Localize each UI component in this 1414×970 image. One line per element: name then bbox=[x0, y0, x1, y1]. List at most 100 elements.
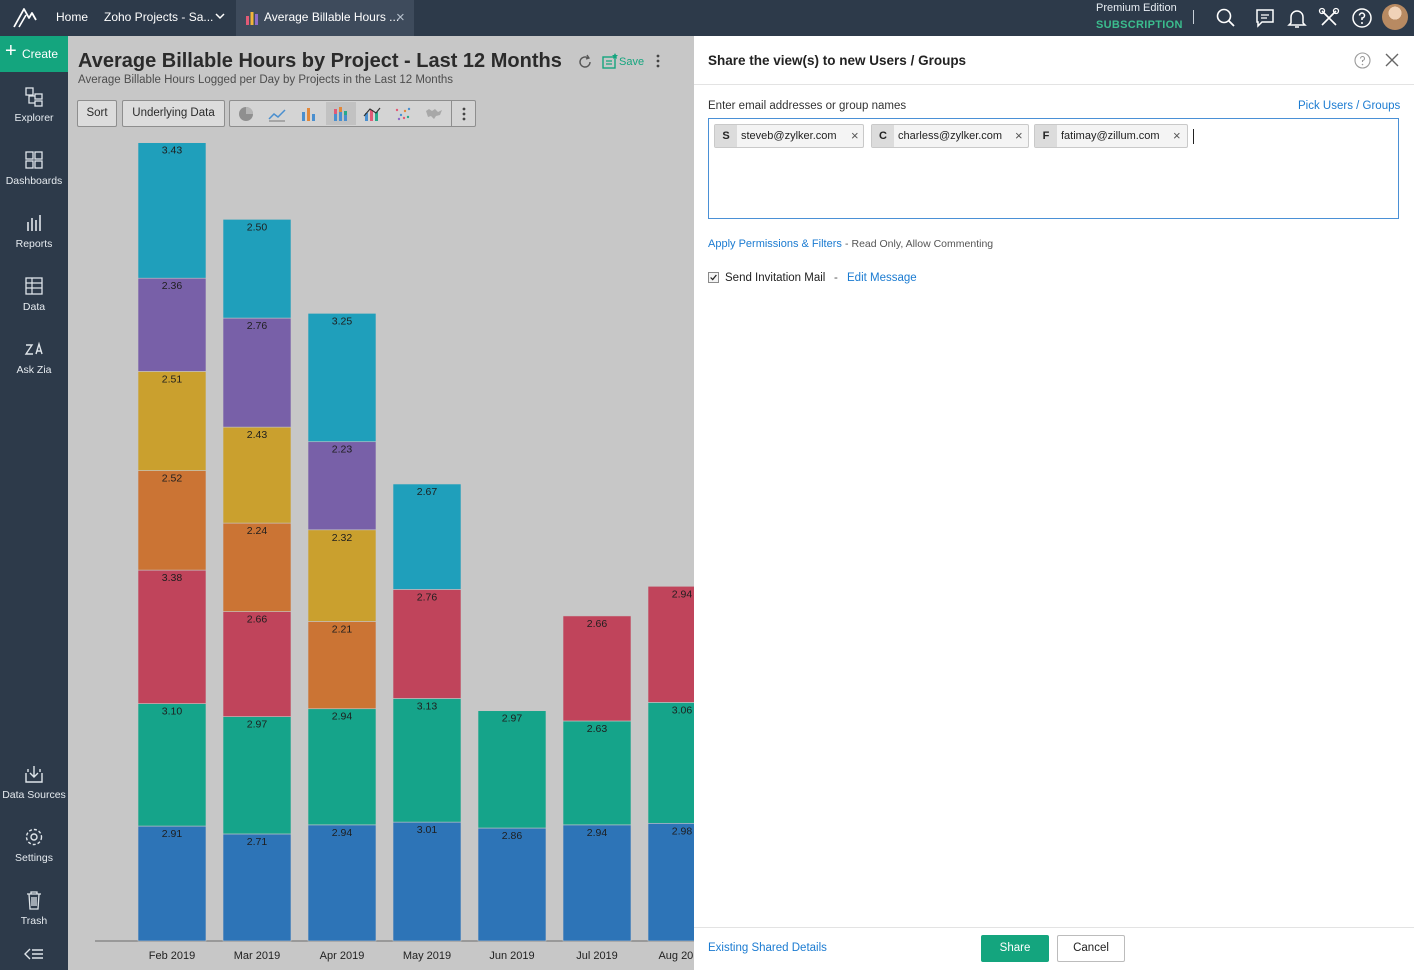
refresh-icon[interactable] bbox=[577, 54, 593, 70]
bar-segment[interactable] bbox=[137, 470, 207, 571]
line-chart-icon[interactable] bbox=[268, 106, 286, 122]
tab-workspace[interactable]: Zoho Projects - Sa... bbox=[104, 10, 214, 24]
comments-icon[interactable] bbox=[1253, 6, 1277, 30]
close-tab-icon[interactable]: × bbox=[396, 9, 405, 26]
bar-segment[interactable] bbox=[392, 589, 462, 699]
recipient-initial: S bbox=[715, 125, 737, 147]
permissions-separator: - bbox=[844, 238, 849, 250]
bar-segment[interactable] bbox=[222, 611, 292, 717]
nav-explorer[interactable]: Explorer bbox=[0, 86, 68, 124]
bar-segment[interactable] bbox=[137, 142, 207, 279]
nav-data[interactable]: Data bbox=[0, 275, 68, 313]
tab-home[interactable]: Home bbox=[56, 10, 89, 24]
bar-chart-type-icon[interactable] bbox=[300, 106, 318, 122]
user-avatar[interactable] bbox=[1382, 4, 1408, 30]
bar-segment[interactable] bbox=[222, 716, 292, 835]
edit-message-link[interactable]: Edit Message bbox=[847, 272, 917, 284]
nav-trash[interactable]: Trash bbox=[0, 889, 68, 927]
share-panel-title: Share the view(s) to new Users / Groups bbox=[708, 53, 967, 68]
bar-segment[interactable] bbox=[307, 313, 377, 443]
cancel-button[interactable]: Cancel bbox=[1057, 935, 1125, 962]
data-label: 2.32 bbox=[332, 532, 353, 544]
nav-data-label: Data bbox=[22, 301, 46, 313]
more-options-icon[interactable] bbox=[655, 53, 661, 69]
bar-segment[interactable] bbox=[222, 522, 292, 612]
zoho-analytics-logo-icon[interactable] bbox=[12, 6, 38, 30]
data-sources-icon bbox=[25, 766, 43, 783]
bar-segment[interactable] bbox=[137, 277, 207, 372]
bar-segment[interactable] bbox=[137, 703, 207, 827]
bar-segment[interactable] bbox=[137, 825, 207, 942]
data-label: 2.76 bbox=[247, 320, 268, 332]
more-chart-options-icon[interactable] bbox=[457, 106, 471, 122]
data-label: 2.51 bbox=[162, 373, 183, 385]
bar-segment[interactable] bbox=[562, 720, 632, 826]
bar-segment[interactable] bbox=[647, 585, 694, 703]
search-icon[interactable] bbox=[1214, 6, 1238, 30]
save-button[interactable]: Save bbox=[619, 56, 645, 68]
sort-button[interactable]: Sort bbox=[77, 100, 117, 127]
data-label: 2.66 bbox=[587, 618, 608, 630]
bar-segment[interactable] bbox=[137, 371, 207, 471]
report-title: Average Billable Hours by Project - Last… bbox=[78, 50, 562, 72]
bar-segment[interactable] bbox=[222, 219, 292, 319]
data-label: 2.52 bbox=[162, 473, 183, 485]
invitation-separator: - bbox=[834, 272, 838, 284]
tools-icon[interactable] bbox=[1317, 6, 1341, 30]
data-label: 2.98 bbox=[672, 825, 693, 837]
send-invitation-checkbox[interactable] bbox=[708, 272, 719, 283]
bar-segment[interactable] bbox=[647, 822, 694, 942]
create-button[interactable]: + Create bbox=[0, 36, 68, 72]
notifications-icon[interactable] bbox=[1285, 6, 1309, 30]
tab-active-report[interactable]: Average Billable Hours ... × bbox=[236, 0, 414, 36]
send-invitation-label: Send Invitation Mail bbox=[725, 272, 826, 284]
data-label: 2.91 bbox=[162, 828, 183, 840]
bar-segment[interactable] bbox=[647, 702, 694, 824]
bar-segment[interactable] bbox=[392, 821, 462, 942]
x-tick-label: Jun 2019 bbox=[489, 950, 534, 962]
help-icon[interactable] bbox=[1354, 52, 1371, 69]
subscription-link[interactable]: SUBSCRIPTION bbox=[1096, 19, 1183, 31]
existing-shared-details-link[interactable]: Existing Shared Details bbox=[708, 942, 827, 954]
bar-segment[interactable] bbox=[137, 569, 207, 704]
nav-settings[interactable]: Settings bbox=[0, 826, 68, 864]
remove-recipient-icon[interactable]: × bbox=[851, 128, 859, 143]
nav-reports[interactable]: Reports bbox=[0, 212, 68, 250]
nav-ask-zia[interactable]: Ask Zia bbox=[0, 338, 68, 376]
bar-segment[interactable] bbox=[477, 710, 547, 829]
bar-segment[interactable] bbox=[477, 827, 547, 942]
help-icon[interactable] bbox=[1350, 6, 1374, 30]
collapse-nav-icon[interactable] bbox=[24, 946, 44, 962]
nav-dashboards[interactable]: Dashboards bbox=[0, 149, 68, 187]
remove-recipient-icon[interactable]: × bbox=[1015, 128, 1023, 143]
share-button[interactable]: Share bbox=[981, 935, 1049, 962]
bar-segment[interactable] bbox=[222, 833, 292, 942]
pie-chart-icon[interactable] bbox=[237, 106, 255, 122]
pick-users-groups-link[interactable]: Pick Users / Groups bbox=[1298, 100, 1401, 112]
scatter-chart-icon[interactable] bbox=[394, 106, 412, 122]
combo-chart-icon[interactable] bbox=[363, 106, 381, 122]
map-chart-icon[interactable] bbox=[425, 106, 443, 122]
bar-segment[interactable] bbox=[562, 824, 632, 942]
bar-segment[interactable] bbox=[222, 426, 292, 524]
share-panel-footer: Existing Shared Details Share Cancel bbox=[694, 927, 1414, 970]
chevron-down-icon[interactable] bbox=[214, 10, 226, 22]
trash-icon bbox=[27, 891, 41, 910]
bar-segment[interactable] bbox=[222, 317, 292, 428]
save-icon[interactable] bbox=[601, 52, 619, 70]
bar-segment[interactable] bbox=[307, 824, 377, 942]
underlying-data-button[interactable]: Underlying Data bbox=[122, 100, 225, 127]
email-recipients-input[interactable]: S steveb@zylker.com × C charless@zylker.… bbox=[708, 118, 1399, 219]
apply-permissions-link[interactable]: Apply Permissions & Filters bbox=[708, 238, 842, 250]
bar-segment[interactable] bbox=[392, 483, 462, 590]
bar-segment[interactable] bbox=[307, 708, 377, 826]
bar-segment[interactable] bbox=[562, 615, 632, 722]
stacked-bar-icon[interactable] bbox=[332, 106, 350, 122]
close-icon[interactable] bbox=[1383, 51, 1401, 69]
bar-segment[interactable] bbox=[392, 698, 462, 823]
data-label: 3.25 bbox=[332, 315, 353, 327]
nav-data-sources[interactable]: Data Sources bbox=[0, 763, 68, 801]
data-label: 2.66 bbox=[247, 614, 268, 626]
create-label: Create bbox=[22, 47, 59, 61]
remove-recipient-icon[interactable]: × bbox=[1173, 128, 1181, 143]
